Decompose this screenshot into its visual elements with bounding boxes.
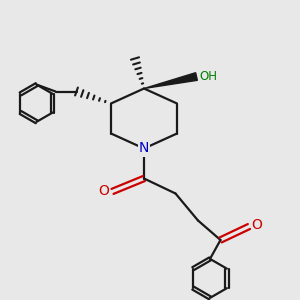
Polygon shape [144, 73, 197, 88]
Text: OH: OH [199, 70, 217, 83]
Text: N: N [139, 142, 149, 155]
Text: O: O [251, 218, 262, 232]
Text: O: O [98, 184, 109, 198]
